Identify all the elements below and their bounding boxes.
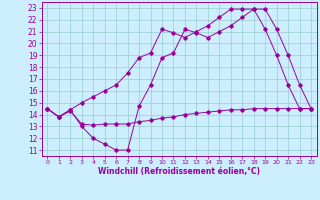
X-axis label: Windchill (Refroidissement éolien,°C): Windchill (Refroidissement éolien,°C) (98, 167, 260, 176)
